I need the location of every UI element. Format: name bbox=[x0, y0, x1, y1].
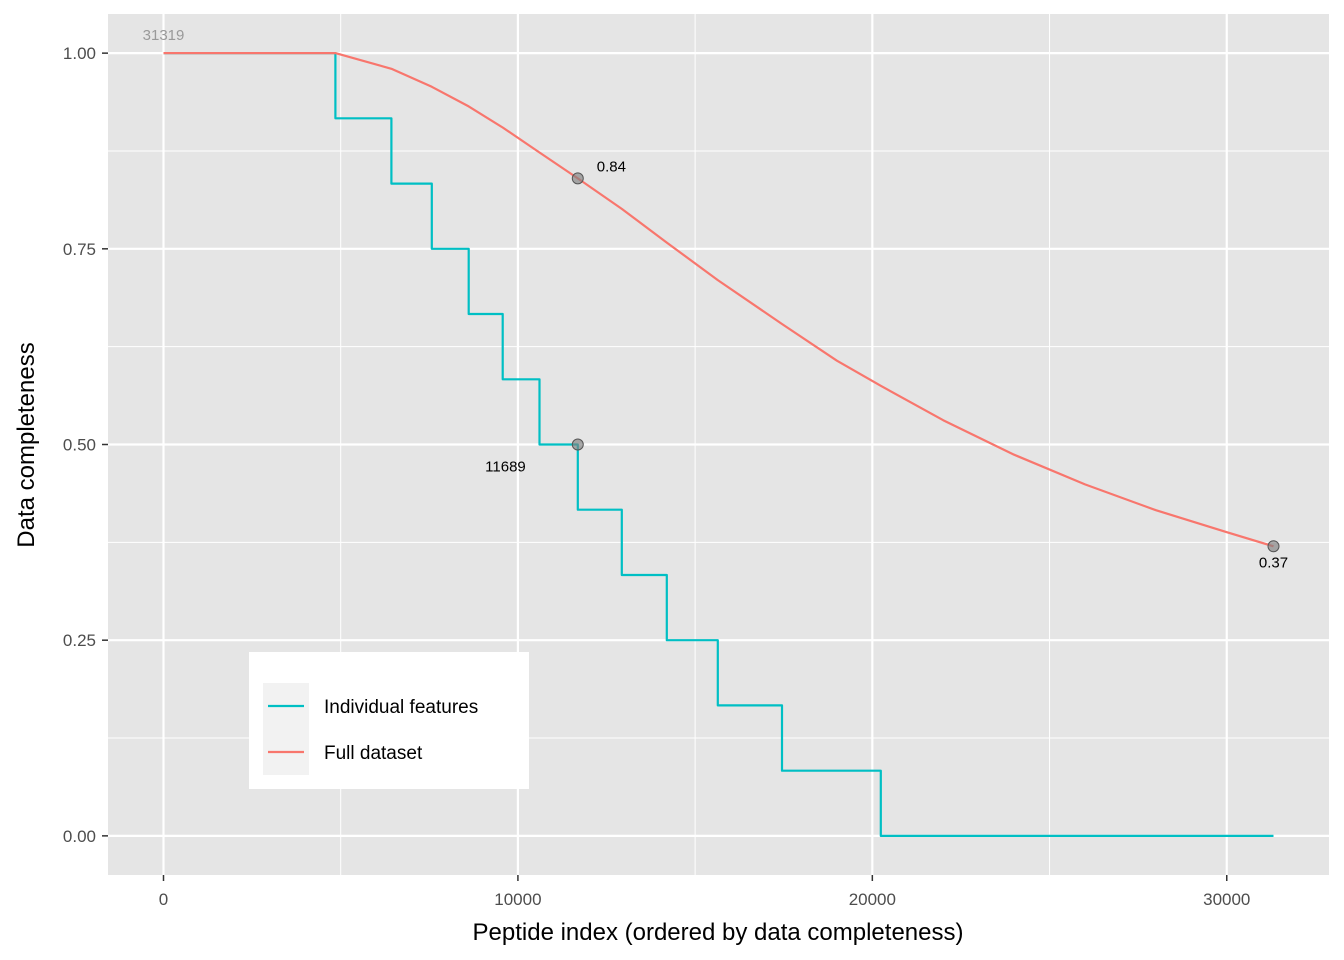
y-tick-label: 1.00 bbox=[63, 44, 96, 63]
highlight-point bbox=[571, 438, 584, 451]
x-axis-title: Peptide index (ordered by data completen… bbox=[473, 919, 964, 946]
x-tick-label: 20000 bbox=[849, 890, 896, 909]
y-tick-label: 0.00 bbox=[63, 827, 96, 846]
series-line-individual-features bbox=[163, 52, 1274, 837]
series-layer bbox=[163, 52, 1274, 837]
y-tick-label: 0.50 bbox=[63, 436, 96, 455]
series-line-full-dataset bbox=[163, 52, 1274, 548]
highlight-point bbox=[1267, 540, 1280, 553]
x-tick-label: 30000 bbox=[1203, 890, 1250, 909]
y-axis-title: Data completeness bbox=[13, 342, 40, 547]
y-tick-label: 0.25 bbox=[63, 631, 96, 650]
highlight-point bbox=[571, 172, 584, 185]
axis-layer: 0 10000 20000 30000 0.00 0.25 0.50 0.75 1.00 bbox=[63, 44, 1250, 909]
legend: Individual features Full dataset bbox=[249, 652, 529, 789]
highlight-label: 11689 bbox=[485, 459, 526, 476]
legend-label-individual: Individual features bbox=[324, 697, 478, 718]
annotation-label: 31319 bbox=[143, 27, 185, 44]
legend-label-full: Full dataset bbox=[324, 743, 423, 764]
highlight-layer: 0.84 11689 0.37 31319 bbox=[143, 27, 1288, 571]
y-tick-label: 0.75 bbox=[63, 240, 96, 259]
x-tick-label: 10000 bbox=[494, 890, 541, 909]
highlight-label: 0.84 bbox=[597, 158, 626, 175]
x-tick-label: 0 bbox=[159, 890, 168, 909]
highlight-label: 0.37 bbox=[1259, 554, 1288, 571]
